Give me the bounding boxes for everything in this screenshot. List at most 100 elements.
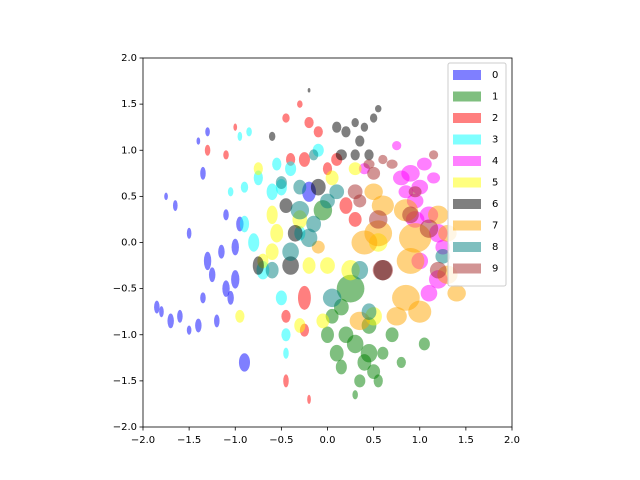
scatter-point xyxy=(282,256,299,275)
scatter-point xyxy=(373,374,383,388)
legend-label: 9 xyxy=(492,264,498,275)
scatter-point xyxy=(351,260,369,280)
x-tick-label: 1.5 xyxy=(458,435,474,446)
legend-label: 1 xyxy=(492,92,498,103)
legend-label: 4 xyxy=(492,156,498,167)
scatter-point xyxy=(377,346,389,360)
scatter-point xyxy=(300,228,318,248)
scatter-point xyxy=(375,105,382,113)
legend-label: 6 xyxy=(492,199,498,210)
legend-label: 8 xyxy=(492,242,498,253)
scatter-point xyxy=(281,309,291,323)
scatter-point xyxy=(218,244,225,259)
x-tick-label: 0.5 xyxy=(366,435,382,446)
legend-swatch xyxy=(453,91,481,102)
legend-swatch xyxy=(453,199,481,209)
scatter-point xyxy=(298,152,310,167)
scatter-point xyxy=(320,257,335,274)
scatter-point xyxy=(352,390,358,400)
scatter-point xyxy=(290,200,310,220)
scatter-point xyxy=(364,183,383,201)
scatter-point xyxy=(282,242,299,261)
scatter-point xyxy=(428,205,449,225)
x-tick-label: 2.0 xyxy=(504,435,520,446)
scatter-point xyxy=(321,326,334,344)
scatter-point xyxy=(325,170,339,186)
scatter-point xyxy=(386,159,398,169)
scatter-point xyxy=(204,144,211,156)
scatter-point xyxy=(360,122,369,132)
legend-swatch xyxy=(453,177,481,188)
legend-label: 0 xyxy=(492,70,498,81)
scatter-point xyxy=(361,303,377,320)
scatter-point xyxy=(360,343,378,363)
legend: 0 1 2 3 4 5 6 7 8 9 xyxy=(447,62,507,287)
scatter-point xyxy=(270,224,284,243)
scatter-point xyxy=(285,161,297,177)
scatter-point xyxy=(293,179,307,195)
scatter-point xyxy=(200,166,206,180)
scatter-point xyxy=(369,113,378,123)
scatter-point xyxy=(227,187,234,197)
scatter-point xyxy=(339,197,353,214)
scatter-point xyxy=(272,157,282,171)
legend-label: 2 xyxy=(492,113,498,124)
scatter-point xyxy=(396,356,406,368)
scatter-point xyxy=(392,141,402,151)
y-tick-label: 2.0 xyxy=(121,53,137,64)
scatter-point xyxy=(408,300,432,323)
scatter-point xyxy=(341,126,351,138)
legend-swatch xyxy=(453,220,481,231)
scatter-point xyxy=(353,194,367,208)
scatter-point xyxy=(429,261,447,279)
scatter-point xyxy=(205,127,210,137)
scatter-point xyxy=(265,261,279,279)
scatter-point xyxy=(200,292,206,304)
scatter-point xyxy=(304,117,314,129)
scatter-point xyxy=(223,209,229,221)
scatter-point xyxy=(367,166,381,180)
scatter-point xyxy=(154,300,160,314)
scatter-point xyxy=(335,149,347,161)
scatter-point xyxy=(427,172,441,184)
scatter-point xyxy=(240,181,249,193)
x-tick-label: −2.0 xyxy=(131,435,155,446)
scatter-point xyxy=(177,309,183,323)
scatter-point xyxy=(338,326,354,344)
scatter-point xyxy=(294,318,306,333)
scatter-point xyxy=(238,353,251,372)
scatter-point xyxy=(332,121,342,133)
scatter-point xyxy=(253,162,263,176)
scatter-point xyxy=(428,150,439,160)
scatter-point xyxy=(402,206,419,224)
scatter-point xyxy=(369,210,388,229)
scatter-point xyxy=(287,224,303,242)
scatter-point xyxy=(248,233,260,252)
scatter-point xyxy=(266,205,278,225)
scatter-point xyxy=(419,219,439,238)
y-tick-label: 0.0 xyxy=(121,238,137,249)
scatter-point xyxy=(297,100,303,108)
scatter-point xyxy=(265,243,279,261)
y-tick-label: −1.0 xyxy=(113,330,137,341)
scatter-point xyxy=(335,359,347,375)
scatter-point xyxy=(418,337,430,351)
y-tick-label: −2.0 xyxy=(113,422,137,433)
scatter-point xyxy=(306,215,322,233)
scatter-point xyxy=(159,306,164,318)
scatter-point xyxy=(313,126,323,138)
scatter-point xyxy=(186,325,192,335)
scatter-point xyxy=(435,248,451,264)
scatter-point xyxy=(398,185,414,199)
scatter-point xyxy=(309,149,319,161)
x-tick-label: −1.0 xyxy=(223,435,247,446)
scatter-point xyxy=(351,117,359,128)
x-tick-label: −1.5 xyxy=(177,435,201,446)
scatter-point xyxy=(283,347,289,359)
scatter-point xyxy=(372,260,393,281)
legend-swatch xyxy=(453,134,481,145)
scatter-point xyxy=(252,256,264,275)
scatter-point xyxy=(223,150,229,160)
scatter-point xyxy=(195,318,202,333)
scatter-point xyxy=(322,288,342,308)
